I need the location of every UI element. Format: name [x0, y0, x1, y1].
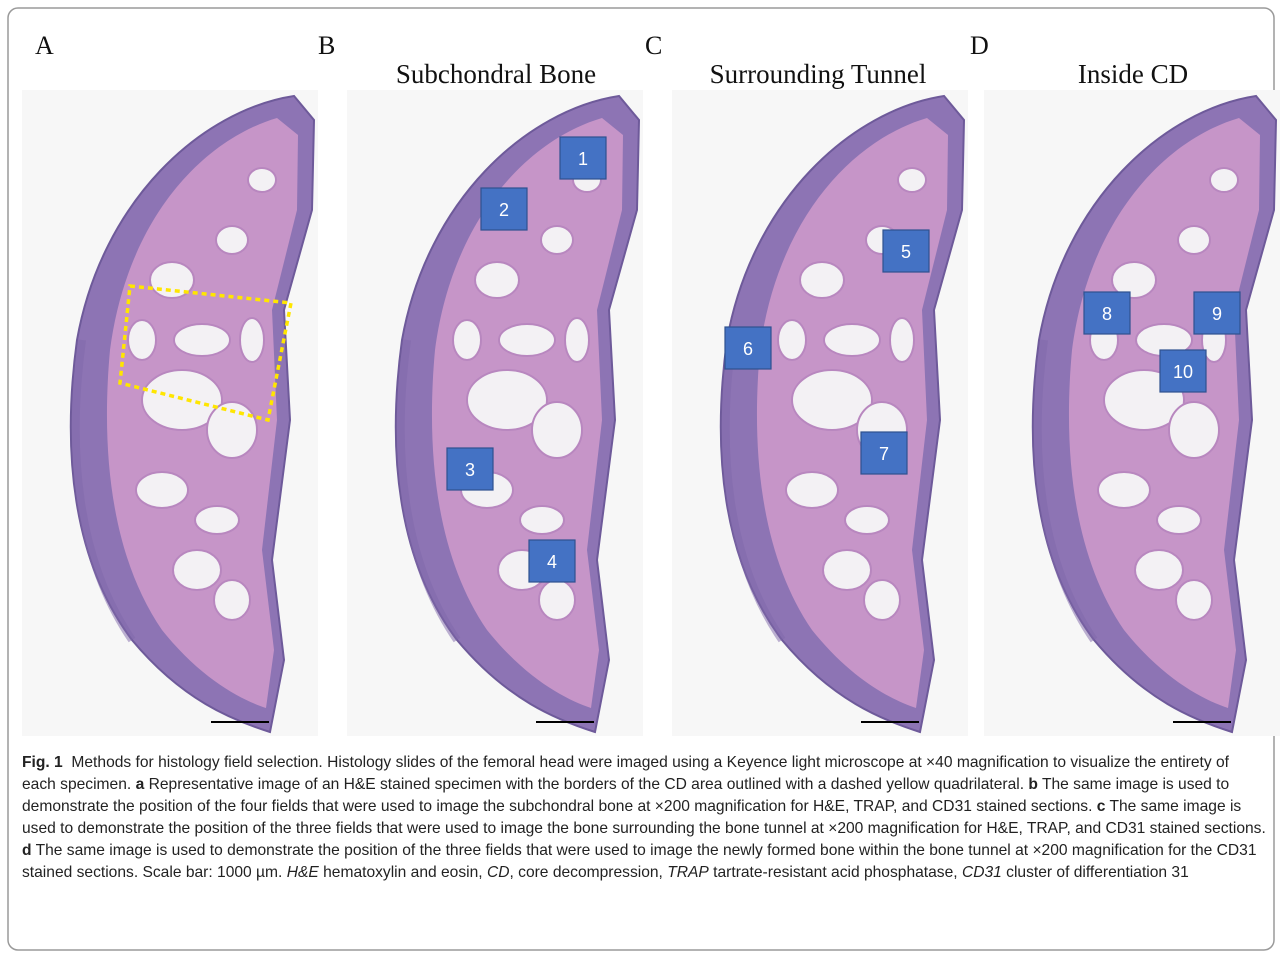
field-number: 4 [547, 552, 557, 572]
caption-text: Representative image of an H&E stained s… [144, 776, 1028, 793]
caption: Fig. 1 Methods for histology field selec… [22, 752, 1267, 884]
field-number: 1 [578, 149, 588, 169]
caption-text: cluster of differentiation 31 [1002, 864, 1189, 881]
panel-letter: A [35, 31, 54, 60]
panel-title: Subchondral Bone [396, 59, 596, 89]
panel-ref: b [1028, 776, 1038, 793]
fig-label: Fig. 1 [22, 754, 63, 771]
panel-title: Inside CD [1078, 59, 1188, 89]
field-number: 10 [1173, 362, 1193, 382]
specimen-image [347, 90, 643, 736]
page: A B Subchondral Bone 1 2 3 4 C Surrounding Tunne… [0, 0, 1282, 958]
abbrev: TRAP [667, 864, 709, 881]
specimen-image [672, 90, 968, 736]
specimen-image [984, 90, 1280, 736]
abbrev: CD31 [962, 864, 1002, 881]
field-number: 5 [901, 242, 911, 262]
caption-text: tartrate-resistant acid phosphatase, [709, 864, 962, 881]
panel-ref: d [22, 842, 32, 859]
field-number: 9 [1212, 304, 1222, 324]
panel-ref: a [136, 776, 145, 793]
panel-letter: C [645, 31, 662, 60]
abbrev: H&E [287, 864, 319, 881]
panel-title: Surrounding Tunnel [710, 59, 927, 89]
specimen-image [22, 90, 318, 736]
field-number: 8 [1102, 304, 1112, 324]
abbrev: CD [487, 864, 510, 881]
field-number: 2 [499, 200, 509, 220]
caption-text: , core decompression, [509, 864, 667, 881]
panel-letter: D [970, 31, 989, 60]
field-number: 3 [465, 460, 475, 480]
caption-text: hematoxylin and eosin, [319, 864, 487, 881]
field-number: 7 [879, 444, 889, 464]
field-number: 6 [743, 339, 753, 359]
panels: A B Subchondral Bone 1 2 3 4 C Surrounding Tunne… [22, 31, 1280, 736]
panel-letter: B [318, 31, 335, 60]
